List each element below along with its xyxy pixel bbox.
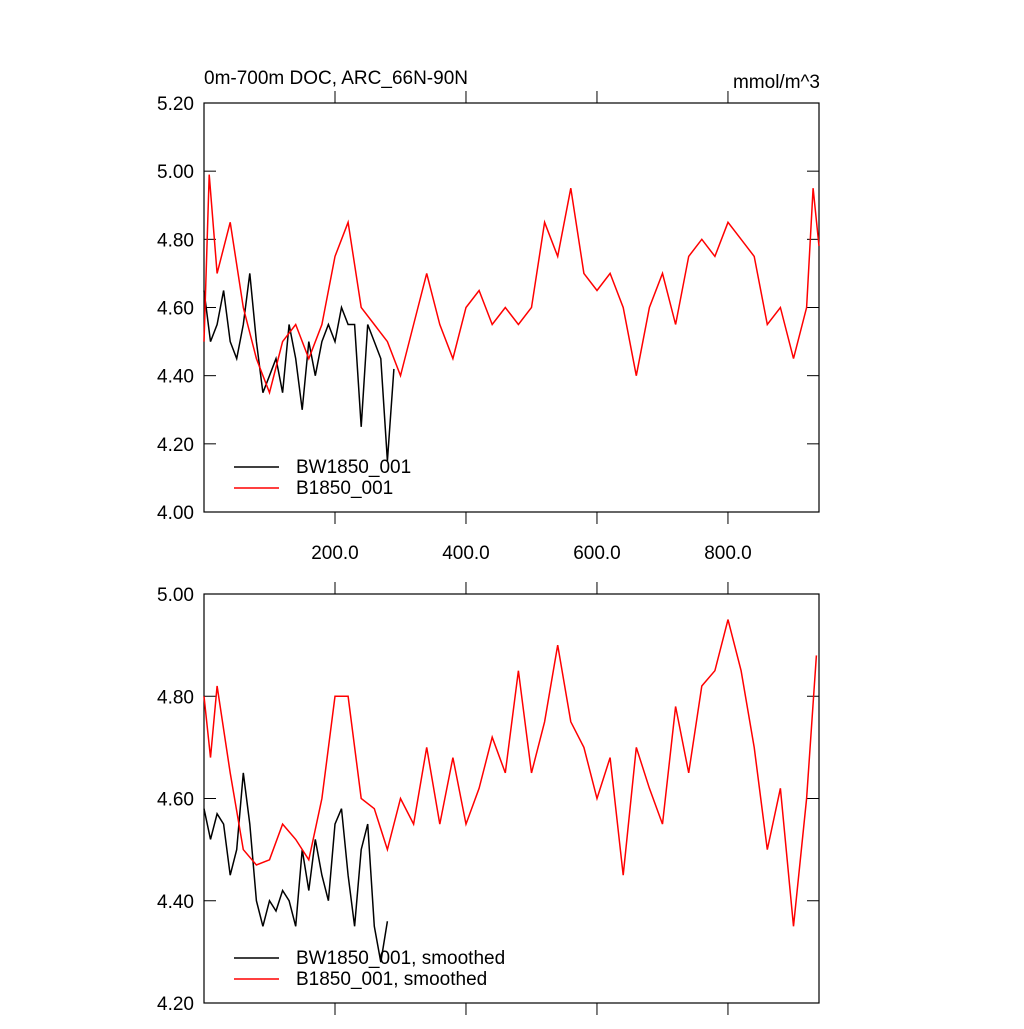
data-line	[203, 273, 395, 461]
y-tick-label: 4.40	[157, 892, 194, 913]
y-tick-label: 4.40	[157, 367, 194, 388]
legend-label: BW1850_001, smoothed	[296, 948, 505, 969]
data-line	[203, 174, 820, 396]
y-tick-label: 4.00	[157, 503, 194, 524]
data-line	[203, 772, 389, 963]
plot-frame	[203, 102, 820, 513]
x-tick-label: 400.0	[442, 543, 490, 564]
data-line	[203, 619, 818, 927]
chart-title: 0m-700m DOC, ARC_66N-90N	[204, 68, 468, 89]
plot-frame	[203, 593, 820, 1004]
y-tick-label: 5.00	[157, 585, 194, 606]
y-tick-label: 5.20	[157, 94, 194, 115]
y-tick-label: 4.80	[157, 687, 194, 708]
y-tick-label: 4.80	[157, 230, 194, 251]
x-tick-label: 600.0	[573, 543, 621, 564]
y-tick-label: 4.60	[157, 299, 194, 320]
legend-label: B1850_001, smoothed	[296, 969, 487, 990]
y-tick-label: 4.60	[157, 790, 194, 811]
y-tick-label: 5.00	[157, 162, 194, 183]
units-label: mmol/m^3	[733, 72, 820, 93]
x-tick-label: 800.0	[704, 543, 752, 564]
legend-label: B1850_001	[296, 478, 393, 499]
y-tick-label: 4.20	[157, 994, 194, 1015]
x-tick-label: 200.0	[311, 543, 359, 564]
y-tick-label: 4.20	[157, 435, 194, 456]
legend-label: BW1850_001	[296, 457, 411, 478]
